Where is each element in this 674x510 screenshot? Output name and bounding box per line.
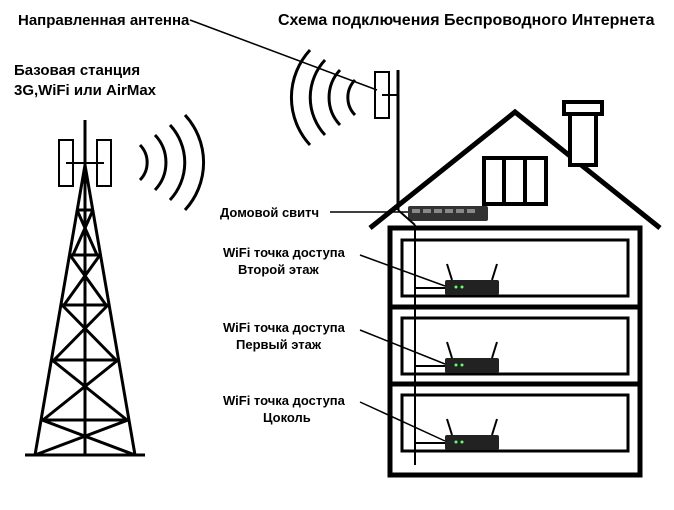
tower-waves-icon [140,115,204,210]
ap-floor1-device-icon [445,342,499,373]
cable-line [398,210,445,465]
chimney-icon [564,102,602,165]
house-icon [370,112,660,475]
diagram-svg [0,0,674,510]
directional-antenna-icon [375,70,398,210]
ap-basement-device-icon [445,419,499,450]
ap-floor2-device-icon [445,264,499,295]
attic-window-icon [484,158,546,204]
switch-device-icon [408,206,488,221]
tower-icon [25,120,145,455]
antenna-waves-icon [291,50,355,145]
